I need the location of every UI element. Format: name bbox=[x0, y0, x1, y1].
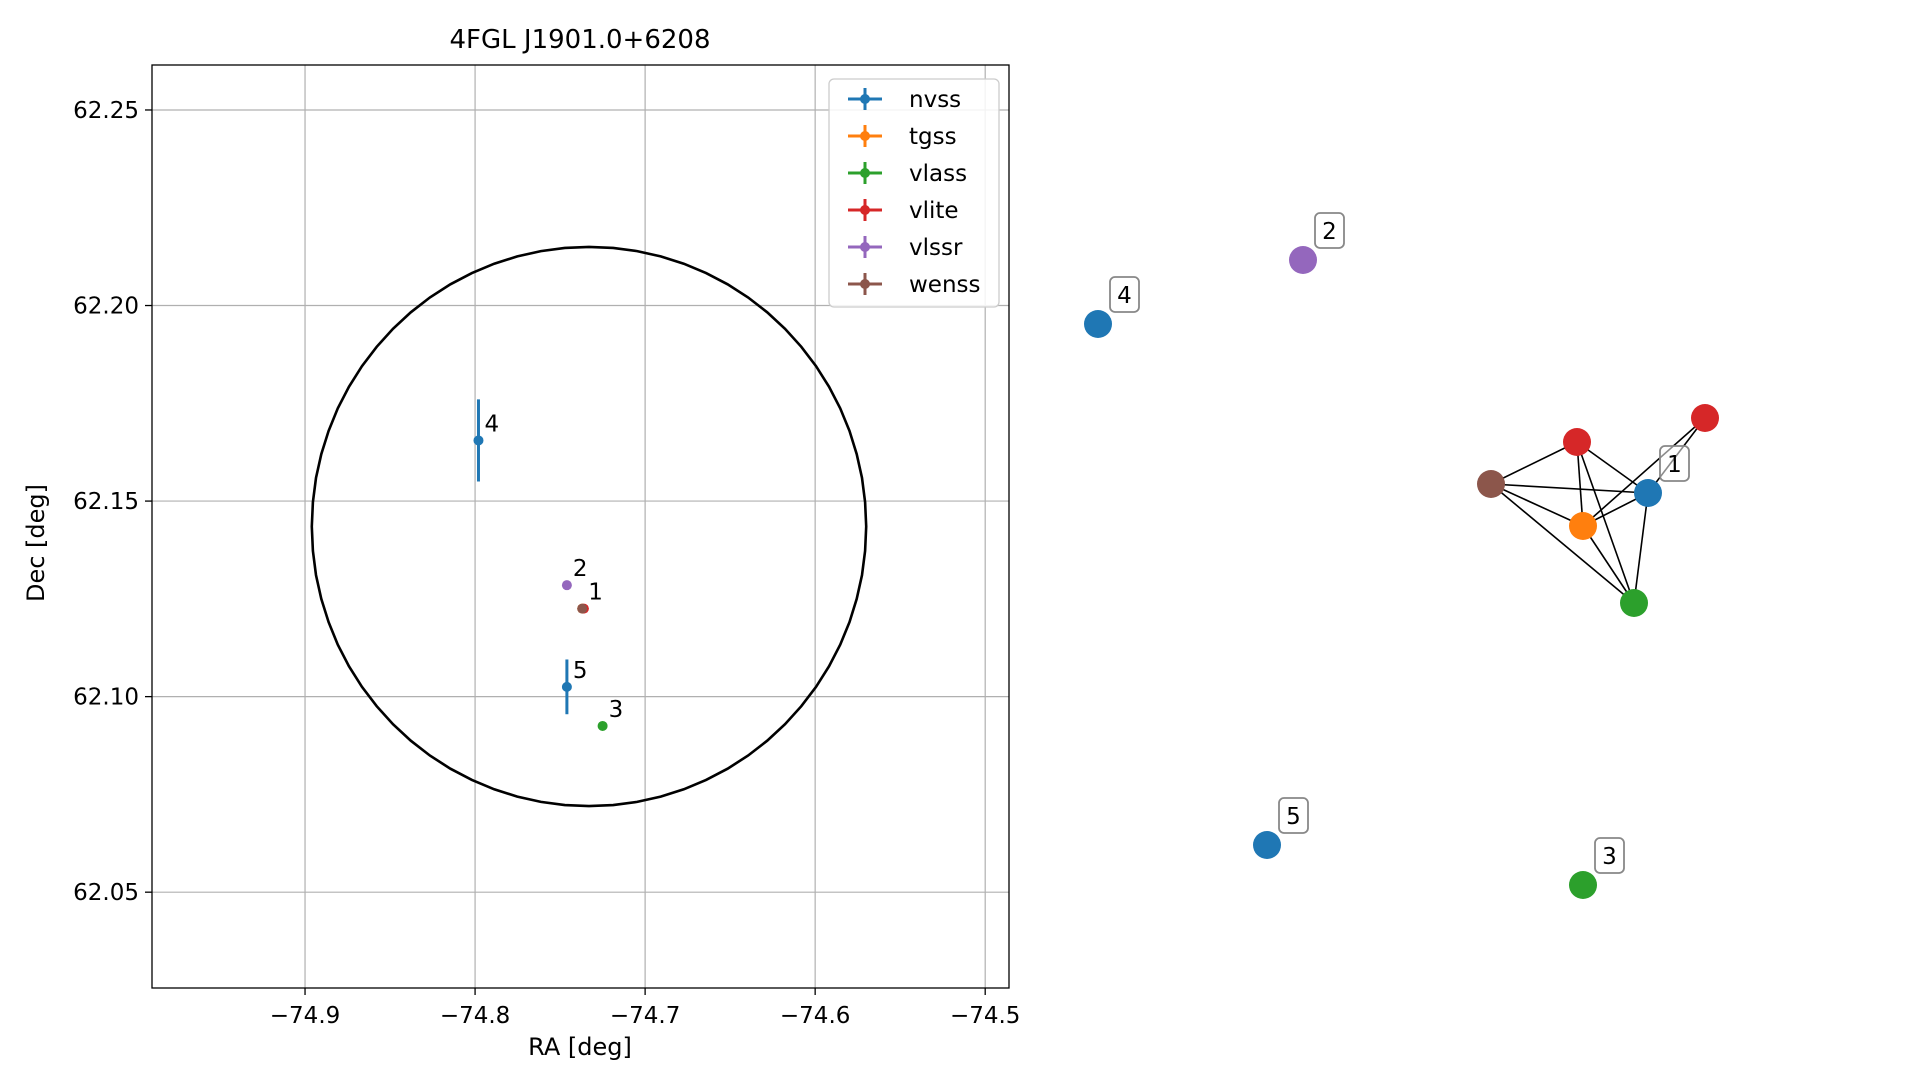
x-tick-label: −74.9 bbox=[270, 1003, 340, 1029]
network-node bbox=[1084, 310, 1112, 338]
network-nodes: 1 2 3 4 5 bbox=[1084, 212, 1719, 899]
network-edge bbox=[1490, 483, 1584, 527]
axes-frame bbox=[151, 64, 1010, 989]
network-edge bbox=[1576, 441, 1584, 527]
legend-marker bbox=[860, 242, 870, 252]
x-tick-label: −74.6 bbox=[780, 1003, 850, 1029]
network-node bbox=[1569, 871, 1597, 899]
network-edge bbox=[1633, 492, 1649, 604]
legend-label: wenss bbox=[909, 272, 981, 298]
x-tick-label: −74.5 bbox=[950, 1003, 1020, 1029]
node-label: 5 bbox=[1286, 804, 1301, 830]
data-points: 4 53 21 bbox=[473, 399, 623, 731]
legend-marker bbox=[860, 205, 870, 215]
y-tick-label: 62.10 bbox=[73, 685, 139, 711]
network-node bbox=[1620, 589, 1648, 617]
scatter-panel: 4 53 21 −74.9 −74.8 −74.7 −74.6 −74.5 62.05 62.1… bbox=[22, 25, 1020, 1061]
point-label: 4 bbox=[484, 411, 499, 437]
node-label: 2 bbox=[1322, 219, 1337, 245]
point-label: 1 bbox=[588, 580, 603, 606]
network-edge bbox=[1490, 441, 1578, 485]
point-vlass bbox=[597, 720, 608, 731]
node-label-box bbox=[1659, 445, 1690, 482]
y-tick-label: 62.05 bbox=[73, 880, 139, 906]
point-nvss bbox=[473, 435, 484, 446]
network-edges bbox=[1490, 417, 1706, 604]
x-axis-label: RA [deg] bbox=[528, 1033, 632, 1061]
legend-marker bbox=[860, 131, 870, 141]
legend: nvss tgss vlass vlite vlssr wenss bbox=[828, 78, 1000, 308]
legend-marker bbox=[860, 168, 870, 178]
network-node bbox=[1634, 479, 1662, 507]
network-edge bbox=[1490, 483, 1635, 604]
legend-marker bbox=[860, 94, 870, 104]
legend-marker bbox=[860, 279, 870, 289]
network-node bbox=[1477, 470, 1505, 498]
network-node bbox=[1563, 428, 1591, 456]
x-tick-label: −74.7 bbox=[610, 1003, 680, 1029]
network-node bbox=[1569, 512, 1597, 540]
chart-title: 4FGL J1901.0+6208 bbox=[450, 25, 711, 55]
legend-label: vlssr bbox=[909, 235, 963, 261]
point-vlssr bbox=[561, 580, 572, 591]
network-edge bbox=[1582, 525, 1635, 604]
y-tick-label: 62.15 bbox=[73, 489, 139, 515]
node-label: 1 bbox=[1667, 452, 1682, 478]
point-label: 5 bbox=[573, 658, 588, 684]
network-node bbox=[1289, 246, 1317, 274]
legend-label: vlass bbox=[909, 161, 967, 187]
node-label-box bbox=[1594, 837, 1625, 874]
y-tick-label: 62.20 bbox=[73, 294, 139, 320]
point-label: 2 bbox=[573, 556, 588, 582]
network-edge bbox=[1576, 441, 1635, 604]
node-label-box bbox=[1109, 276, 1140, 313]
node-label: 4 bbox=[1117, 283, 1132, 309]
node-label-box bbox=[1278, 797, 1309, 834]
y-tick-label: 62.25 bbox=[73, 98, 139, 124]
point-nvss bbox=[561, 681, 572, 692]
legend-label: vlite bbox=[909, 198, 959, 224]
network-edge bbox=[1576, 441, 1649, 494]
error-ellipse bbox=[310, 245, 868, 808]
network-panel: 1 2 3 4 5 bbox=[1084, 212, 1719, 899]
point-wenss bbox=[577, 603, 588, 614]
y-axis-label: Dec [deg] bbox=[22, 484, 50, 602]
network-edge bbox=[1582, 417, 1706, 527]
legend-label: nvss bbox=[909, 87, 961, 113]
x-tick-label: −74.8 bbox=[440, 1003, 510, 1029]
legend-label: tgss bbox=[909, 124, 957, 150]
node-label-box bbox=[1314, 212, 1345, 249]
network-node bbox=[1253, 831, 1281, 859]
network-node bbox=[1691, 404, 1719, 432]
node-label: 3 bbox=[1602, 844, 1617, 870]
axis-ticks: −74.9 −74.8 −74.7 −74.6 −74.5 62.05 62.10 62.15… bbox=[73, 98, 1020, 1029]
point-label: 3 bbox=[609, 697, 624, 723]
